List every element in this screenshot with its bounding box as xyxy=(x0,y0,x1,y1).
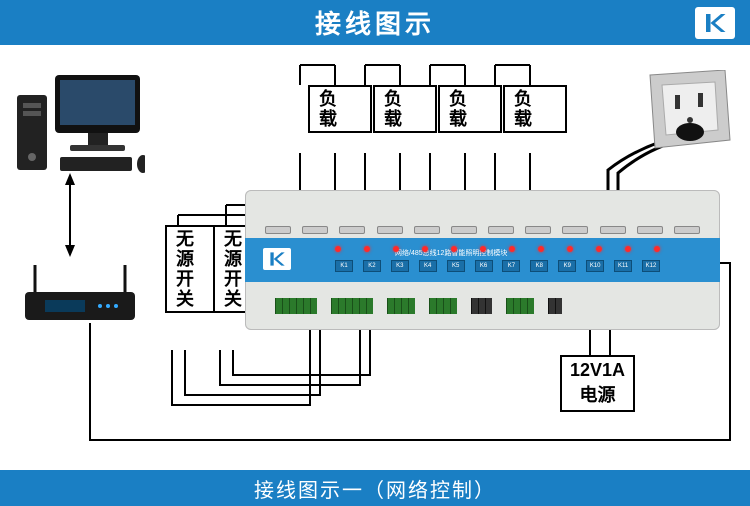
k-logo-icon xyxy=(700,10,730,36)
computer-icon xyxy=(15,65,145,180)
brand-logo xyxy=(695,7,735,39)
load-box-4: 负载 xyxy=(503,85,567,133)
load-label: 负载 xyxy=(509,89,535,129)
footer-title: 接线图示一（网络控制） xyxy=(254,474,496,503)
controller-k-row: K1K2 K3K4 K5K6 K7K8 K9K10 K11K12 xyxy=(335,260,660,272)
power-outlet-icon xyxy=(640,70,735,160)
power-label-box: 12V1A 电源 xyxy=(560,355,635,412)
diagram-canvas: 负载 负载 负载 负载 无源开关 无源开关 12V1A 电源 网络/485总线1… xyxy=(0,45,750,470)
load-box-1: 负载 xyxy=(308,85,372,133)
switch-label: 无源开关 xyxy=(171,229,197,309)
controller-module: 网络/485总线12路智能照明控制模块 K1K2 K3K4 K5K6 K7K8 … xyxy=(245,190,720,330)
power-text: 电源 xyxy=(570,381,625,407)
load-label: 负载 xyxy=(444,89,470,129)
header-bar: 接线图示 xyxy=(0,0,750,45)
header-title: 接线图示 xyxy=(315,4,435,41)
controller-out-row xyxy=(265,226,700,236)
switch-label: 无源开关 xyxy=(219,229,245,309)
controller-led-row xyxy=(335,246,660,252)
power-voltage: 12V1A xyxy=(570,360,625,381)
footer-bar: 接线图示一（网络控制） xyxy=(0,470,750,506)
router-icon xyxy=(15,260,145,335)
load-box-3: 负载 xyxy=(438,85,502,133)
load-label: 负载 xyxy=(314,89,340,129)
load-label: 负载 xyxy=(379,89,405,129)
controller-terminal-row xyxy=(275,298,690,314)
controller-logo xyxy=(263,248,291,270)
load-box-2: 负载 xyxy=(373,85,437,133)
